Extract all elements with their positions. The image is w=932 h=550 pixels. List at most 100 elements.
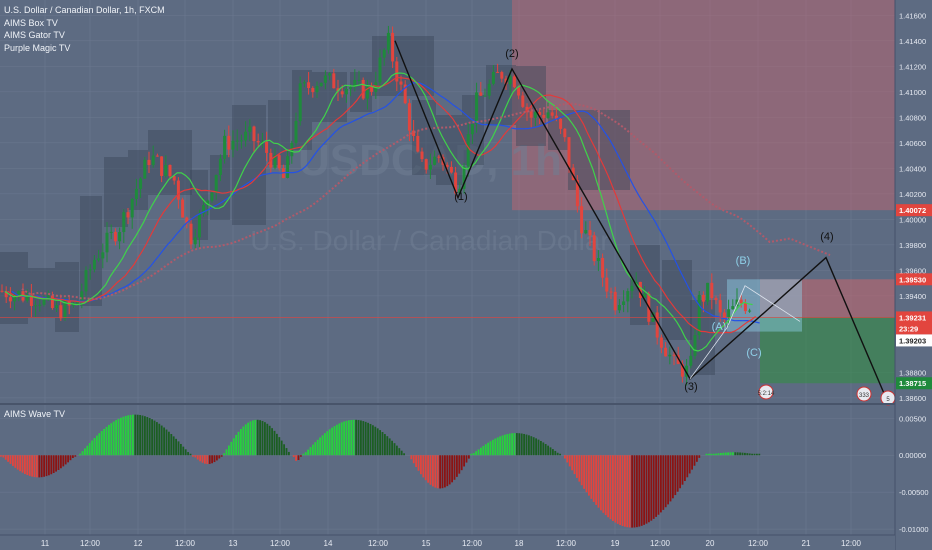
wave-bar [379,430,381,456]
wave-bar [547,445,549,456]
event-badge [856,386,872,402]
price-tick-label: 1.40200 [899,190,926,199]
wave-bar [566,455,569,463]
wave-bar [264,422,266,456]
wave-bar [319,437,321,456]
wave-bar [580,455,583,486]
wave-bar [16,455,19,470]
wave-bar [559,453,561,456]
candle-body [395,61,399,82]
wave-bar [228,445,230,456]
wave-bar [621,455,624,526]
wave-bar [79,453,81,456]
time-tick-label: 12:00 [841,539,862,548]
wave-bar [744,452,746,456]
wave-bar [691,455,693,470]
aims-box [128,150,148,210]
candle-body [143,159,147,179]
wave-bar [357,420,360,456]
wave-bar [470,453,473,456]
candle-body [609,291,613,293]
wave-bar [597,455,600,508]
wave-panel-title[interactable]: AIMS Wave TV [4,409,66,419]
wave-bar [74,455,77,457]
price-label-box [896,334,932,347]
time-tick-label: 12 [134,539,143,548]
time-tick-label: 13 [229,539,238,548]
wave-bar [717,453,720,456]
candle-body [147,159,151,166]
candle-body [596,258,600,262]
wave-bar [626,455,629,528]
wave-bar [208,455,211,464]
wave-bar [199,455,201,462]
wave-bar [139,415,141,456]
wave-bar [122,416,125,456]
wave-bar [511,433,513,456]
wave-bar [110,423,113,456]
wave-tick-label: -0.00500 [899,488,929,497]
time-tick-label: 19 [611,539,620,548]
candle-body [139,178,143,189]
wave-bar [160,425,163,456]
wave-bar [307,449,309,456]
wave-bar [302,453,305,456]
symbol-title[interactable]: U.S. Dollar / Canadian Dollar, 1h, FXCM [4,5,165,15]
candle-body [155,155,159,157]
wave-bar [520,433,523,456]
price-label-box [896,377,932,390]
time-tick-label: 15 [422,539,431,548]
candle-body [357,79,361,81]
candle-body [34,305,38,307]
wave-bar [672,455,674,499]
wave-bar [211,455,213,464]
candle-body [538,112,542,115]
candle-body [298,83,302,122]
wave-label: (4) [820,231,833,243]
wave-bar [487,442,489,456]
candle-body [449,166,453,173]
indicator-purple-magic[interactable]: Purple Magic TV [4,42,71,53]
price-tick-label: 1.41600 [899,11,926,20]
wave-bar [115,420,117,456]
wave-bar [463,455,465,467]
price-tick-label: 1.38600 [899,394,926,403]
wave-bar [21,455,24,473]
candle-body [84,270,88,292]
wave-bar [33,455,36,478]
wave-bar [734,452,737,456]
price-tick-label: 1.40600 [899,139,926,148]
wave-bar [252,420,254,456]
purple-magic-line [21,102,831,300]
wave-bar [573,455,576,475]
candle-body [378,57,382,83]
wave-bar [230,441,233,456]
indicator-aims-gator[interactable]: AIMS Gator TV [4,30,65,40]
indicator-aims-box[interactable]: AIMS Box TV [4,17,58,28]
wave-bar [376,428,379,456]
candle-body [659,337,663,348]
price-label-box [896,204,932,217]
candle-body [672,354,676,356]
wave-bar [36,455,38,478]
candle-body [491,71,495,84]
wave-bar [650,455,653,521]
candle-body [386,32,390,50]
candle-body [525,106,529,112]
wave-bar [105,426,108,456]
wave-bar [331,427,333,456]
wave-bar [532,437,535,456]
price-tick-label: 1.41000 [899,88,926,97]
wave-label: (1) [454,191,467,203]
event-badge-label: 333 [859,393,870,399]
candle-body [689,355,693,366]
candle-body [256,141,260,143]
candle-body [697,294,701,336]
wave-bar [662,455,665,510]
wave-bar [607,455,609,518]
candle-body [273,155,277,168]
wave-bar [501,435,504,456]
wave-bar [355,419,357,456]
candle-body [475,92,479,125]
